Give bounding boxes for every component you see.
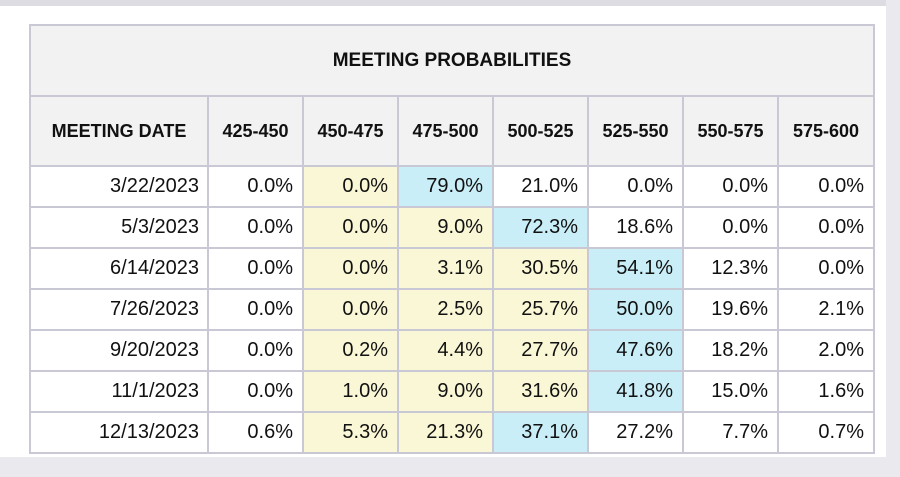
probability-cell: 1.0% [302,370,399,413]
table-row: 3/22/2023 0.0% 0.0% 79.0% 21.0% 0.0% 0.0% 0.0% [29,165,875,208]
probability-cell: 9.0% [397,206,494,249]
column-header-row: MEETING DATE 425-450 450-475 475-500 500-52… [29,95,875,167]
probability-cell: 2.5% [397,288,494,331]
probability-cell: 19.6% [682,288,779,331]
meeting-date-cell: 6/14/2023 [29,247,209,290]
probability-cell: 0.0% [682,206,779,249]
title-row: MEETING PROBABILITIES [29,24,875,97]
probability-cell: 0.6% [207,411,304,454]
table-body: 3/22/2023 0.0% 0.0% 79.0% 21.0% 0.0% 0.0% 0.0% 5… [29,165,875,454]
probability-cell: 25.7% [492,288,589,331]
column-header-meeting-date: MEETING DATE [29,95,209,167]
table-row: 6/14/2023 0.0% 0.0% 3.1% 30.5% 54.1% 12.3% 0.0% [29,247,875,290]
meeting-date-cell: 7/26/2023 [29,288,209,331]
probability-cell: 0.0% [777,165,875,208]
top-edge [0,0,900,6]
probability-cell: 0.0% [207,247,304,290]
probability-cell: 0.0% [777,247,875,290]
probability-cell: 47.6% [587,329,684,372]
probability-cell: 27.7% [492,329,589,372]
probability-cell: 2.0% [777,329,875,372]
table-row: 7/26/2023 0.0% 0.0% 2.5% 25.7% 50.0% 19.6% 2.1% [29,288,875,331]
probability-cell: 0.0% [682,165,779,208]
probability-cell: 7.7% [682,411,779,454]
probability-cell: 0.0% [207,206,304,249]
probability-cell: 31.6% [492,370,589,413]
table-title: MEETING PROBABILITIES [29,24,875,97]
meeting-date-cell: 5/3/2023 [29,206,209,249]
probability-cell: 5.3% [302,411,399,454]
table-row: 9/20/2023 0.0% 0.2% 4.4% 27.7% 47.6% 18.2% 2.0% [29,329,875,372]
probability-cell: 37.1% [492,411,589,454]
right-edge [886,0,900,477]
probability-cell: 18.2% [682,329,779,372]
probability-cell: 0.0% [302,165,399,208]
column-header-525-550: 525-550 [587,95,684,167]
probability-cell: 0.0% [207,329,304,372]
probability-cell: 41.8% [587,370,684,413]
probability-cell: 1.6% [777,370,875,413]
probability-cell: 0.7% [777,411,875,454]
probability-cell: 3.1% [397,247,494,290]
probability-cell: 0.0% [207,370,304,413]
meeting-date-cell: 11/1/2023 [29,370,209,413]
bottom-edge [0,457,900,477]
column-header-475-500: 475-500 [397,95,494,167]
probability-cell: 12.3% [682,247,779,290]
probability-cell: 0.0% [207,288,304,331]
probability-cell: 30.5% [492,247,589,290]
meeting-probabilities-table: MEETING PROBABILITIES MEETING DATE 425-4… [29,24,875,454]
probability-cell: 0.0% [587,165,684,208]
probability-cell: 0.0% [777,206,875,249]
probability-cell: 0.2% [302,329,399,372]
probability-cell: 72.3% [492,206,589,249]
table-row: 5/3/2023 0.0% 0.0% 9.0% 72.3% 18.6% 0.0% 0.0% [29,206,875,249]
probability-cell: 50.0% [587,288,684,331]
column-header-450-475: 450-475 [302,95,399,167]
table-row: 11/1/2023 0.0% 1.0% 9.0% 31.6% 41.8% 15.0% 1.6% [29,370,875,413]
probability-cell: 21.0% [492,165,589,208]
meeting-date-cell: 9/20/2023 [29,329,209,372]
table-row: 12/13/2023 0.6% 5.3% 21.3% 37.1% 27.2% 7.7% 0.7… [29,411,875,454]
probability-cell: 15.0% [682,370,779,413]
probability-cell: 9.0% [397,370,494,413]
column-header-550-575: 550-575 [682,95,779,167]
probability-cell: 54.1% [587,247,684,290]
probability-cell: 4.4% [397,329,494,372]
probability-cell: 21.3% [397,411,494,454]
probability-cell: 0.0% [302,247,399,290]
probability-cell: 2.1% [777,288,875,331]
probability-cell: 79.0% [397,165,494,208]
meeting-date-cell: 3/22/2023 [29,165,209,208]
probability-cell: 0.0% [302,206,399,249]
column-header-500-525: 500-525 [492,95,589,167]
column-header-575-600: 575-600 [777,95,875,167]
probability-cell: 0.0% [207,165,304,208]
probability-cell: 18.6% [587,206,684,249]
column-header-425-450: 425-450 [207,95,304,167]
probability-cell: 27.2% [587,411,684,454]
meeting-date-cell: 12/13/2023 [29,411,209,454]
probability-cell: 0.0% [302,288,399,331]
